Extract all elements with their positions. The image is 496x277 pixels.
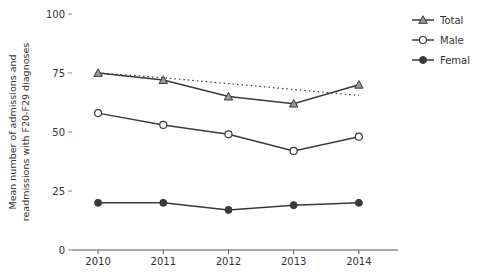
y-tick-label: 75 bbox=[52, 68, 65, 79]
point bbox=[94, 69, 102, 77]
series-line bbox=[98, 113, 359, 151]
point bbox=[289, 99, 297, 107]
point bbox=[95, 110, 102, 117]
point bbox=[160, 199, 167, 206]
legend-label: Male bbox=[440, 35, 464, 46]
x-tick-label: 2010 bbox=[85, 256, 110, 267]
y-tick-label: 100 bbox=[46, 9, 65, 20]
point bbox=[160, 121, 167, 128]
point bbox=[355, 199, 362, 206]
point bbox=[355, 133, 362, 140]
point bbox=[224, 92, 232, 100]
point bbox=[225, 131, 232, 138]
y-tick bbox=[68, 73, 72, 74]
y-tick-label: 0 bbox=[59, 245, 65, 256]
x-tick bbox=[358, 250, 359, 254]
point bbox=[290, 202, 297, 209]
x-tick-label: 2013 bbox=[281, 256, 306, 267]
point bbox=[355, 81, 363, 89]
series-line bbox=[98, 73, 359, 104]
x-tick bbox=[163, 250, 164, 254]
y-tick bbox=[68, 132, 72, 133]
x-tick-label: 2012 bbox=[216, 256, 241, 267]
x-tick bbox=[228, 250, 229, 254]
x-tick bbox=[293, 250, 294, 254]
chart: 0 25 50 75 100 2010 2011 2012 2013 2014 Mean numbe… bbox=[0, 0, 496, 277]
x-axis-line bbox=[72, 250, 398, 251]
legend-label: Femal bbox=[440, 55, 470, 66]
y-tick bbox=[68, 14, 72, 15]
point bbox=[95, 199, 102, 206]
x-tick-label: 2014 bbox=[346, 256, 371, 267]
point bbox=[159, 76, 167, 84]
y-axis-label-line: Mean number of admissions and bbox=[7, 54, 18, 209]
legend-label: Total bbox=[439, 15, 463, 26]
legend: Total Male Femal bbox=[412, 15, 470, 66]
y-axis-label-line: readmissions with F20-F29 diagnoses bbox=[20, 43, 31, 222]
y-tick bbox=[68, 191, 72, 192]
x-tick-label: 2011 bbox=[151, 256, 176, 267]
y-tick bbox=[68, 250, 72, 251]
y-axis-label: Mean number of admissions andreadmission… bbox=[7, 43, 31, 222]
x-tick bbox=[98, 250, 99, 254]
plot-area bbox=[94, 69, 363, 214]
point bbox=[290, 147, 297, 154]
legend-marker bbox=[420, 37, 427, 44]
legend-marker bbox=[420, 57, 427, 64]
legend-marker bbox=[419, 16, 427, 24]
point bbox=[225, 206, 232, 213]
y-tick-label: 50 bbox=[52, 127, 65, 138]
y-tick-label: 25 bbox=[52, 186, 65, 197]
